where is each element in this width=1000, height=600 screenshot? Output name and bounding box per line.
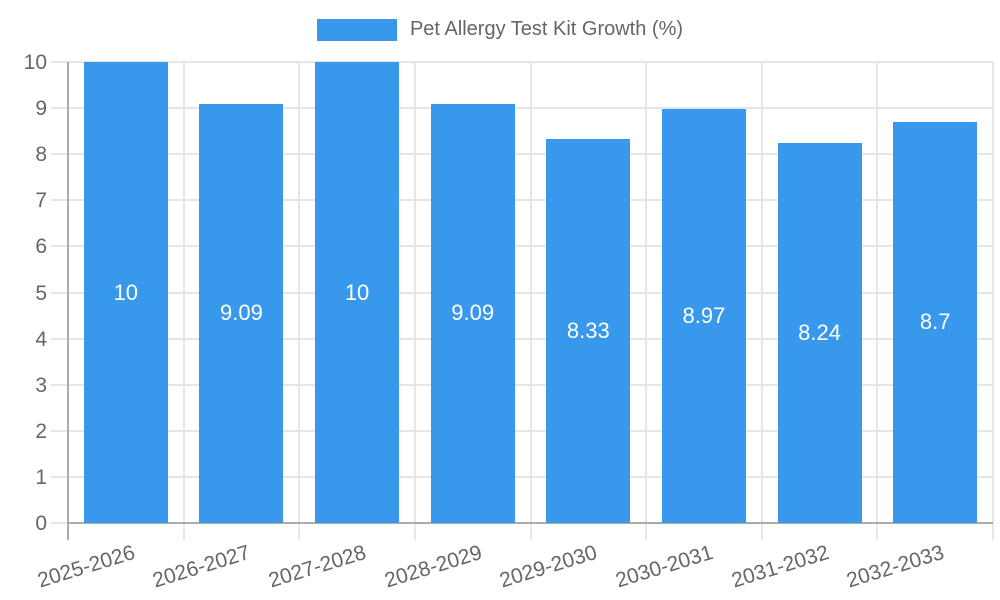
gridline-vertical	[298, 62, 301, 540]
bar-value-label: 8.33	[566, 317, 610, 343]
legend-label: Pet Allergy Test Kit Growth (%)	[409, 18, 684, 40]
gridline-vertical	[760, 62, 763, 540]
gridline-horizontal	[51, 475, 993, 478]
bar-value-label: 8.7	[919, 309, 951, 335]
gridline-vertical	[413, 62, 416, 540]
gridline-horizontal	[51, 61, 993, 63]
y-tick-label: 9	[35, 97, 47, 121]
y-tick-label: 5	[35, 281, 47, 305]
y-tick-label: 10	[23, 51, 47, 74]
bar[interactable]	[777, 143, 862, 523]
bar-value-label: 9.09	[451, 300, 495, 326]
y-tick-label: 4	[35, 327, 47, 351]
gridline-horizontal	[51, 153, 993, 156]
gridline-horizontal	[51, 199, 993, 202]
bar[interactable]	[199, 103, 284, 523]
gridline-vertical	[182, 62, 185, 540]
bar[interactable]	[83, 62, 168, 523]
bar-value-label: 10	[113, 279, 139, 305]
gridline-horizontal	[51, 291, 993, 294]
bar-value-label: 8.97	[682, 303, 726, 329]
gridline-vertical	[529, 62, 532, 540]
legend-swatch	[316, 18, 397, 41]
gridline-horizontal	[51, 107, 993, 110]
gridline-vertical	[992, 62, 994, 540]
gridline-horizontal	[51, 383, 993, 386]
bar[interactable]	[893, 121, 978, 523]
bar-value-label: 8.24	[798, 320, 841, 346]
y-tick-label: 1	[35, 465, 47, 489]
y-tick-label: 0	[35, 512, 47, 535]
y-axis-tick	[51, 522, 68, 524]
bar[interactable]	[661, 109, 746, 523]
gridline-horizontal	[51, 245, 993, 248]
y-tick-label: 6	[35, 235, 47, 259]
legend-item[interactable]: Pet Allergy Test Kit Growth (%)	[0, 18, 1000, 41]
bar[interactable]	[546, 138, 631, 523]
x-axis-line	[67, 522, 993, 524]
y-tick-label: 8	[35, 143, 47, 167]
gridline-horizontal	[51, 429, 993, 432]
gridline-horizontal	[51, 337, 993, 340]
gridline-vertical	[876, 62, 879, 540]
y-tick-label: 3	[35, 373, 47, 397]
y-tick-label: 7	[35, 189, 47, 213]
bar-value-label: 9.09	[220, 300, 263, 326]
gridline-vertical	[645, 62, 648, 540]
y-axis-line	[67, 62, 69, 540]
y-tick-label: 2	[35, 419, 47, 443]
bar[interactable]	[430, 103, 515, 523]
bar[interactable]	[315, 62, 400, 523]
bar-value-label: 10	[344, 279, 370, 305]
